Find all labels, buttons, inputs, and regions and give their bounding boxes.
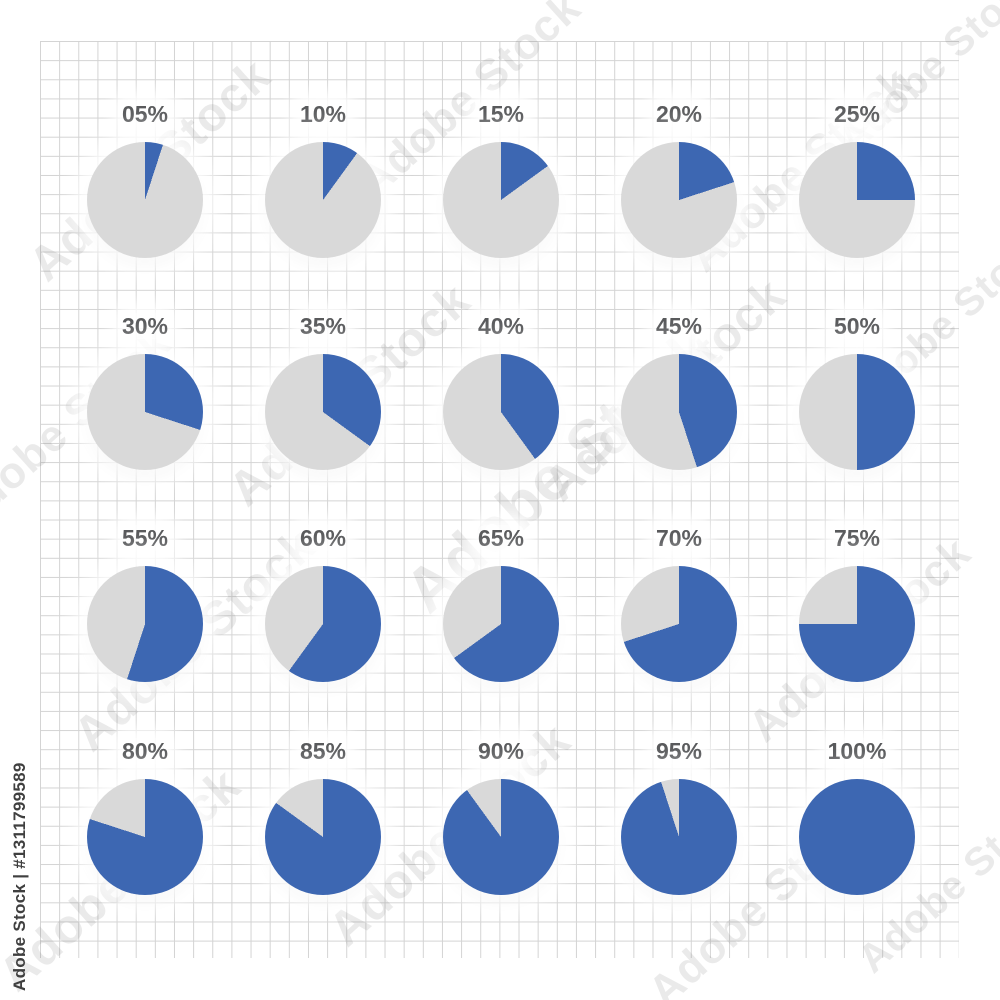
- pie-label-text: 30%: [121, 313, 169, 339]
- pie-label-text: 80%: [121, 738, 169, 764]
- pie-chart-30%: [87, 354, 203, 470]
- pie-label-text: 20%: [655, 101, 703, 127]
- pie-label-text: 50%: [833, 313, 881, 339]
- pie-chart-10%: [265, 142, 381, 258]
- pie-label: 25%: [768, 100, 946, 128]
- pie-chart-80%: [87, 779, 203, 895]
- pie-label-text: 15%: [477, 101, 525, 127]
- pie-chart-55%: [87, 566, 203, 682]
- pie-chart-85%: [265, 779, 381, 895]
- pie-chart-40%: [443, 354, 559, 470]
- pie-label-text: 90%: [477, 738, 525, 764]
- pie-label-text: 05%: [121, 101, 169, 127]
- stock-id-watermark: Adobe Stock | #1311799589: [10, 762, 29, 991]
- pie-label-text: 85%: [299, 738, 347, 764]
- pie-label: 75%: [768, 524, 946, 552]
- pie-label: 15%: [412, 100, 590, 128]
- pie-label: 45%: [590, 312, 768, 340]
- pie-chart-65%: [443, 566, 559, 682]
- pie-label: 50%: [768, 312, 946, 340]
- pie-label-text: 40%: [477, 313, 525, 339]
- pie-label: 65%: [412, 524, 590, 552]
- pie-chart-25%: [799, 142, 915, 258]
- pie-label-text: 65%: [477, 525, 525, 551]
- pie-label: 05%: [56, 100, 234, 128]
- pie-label: 55%: [56, 524, 234, 552]
- pie-chart-70%: [621, 566, 737, 682]
- pie-chart-100%: [799, 779, 915, 895]
- pie-label: 95%: [590, 737, 768, 765]
- pie-chart-95%: [621, 779, 737, 895]
- pie-label-text: 10%: [299, 101, 347, 127]
- pie-chart-35%: [265, 354, 381, 470]
- pie-label: 10%: [234, 100, 412, 128]
- pie-label: 35%: [234, 312, 412, 340]
- pie-chart-50%: [799, 354, 915, 470]
- pie-chart-45%: [621, 354, 737, 470]
- pie-chart-15%: [443, 142, 559, 258]
- pie-label: 20%: [590, 100, 768, 128]
- pie-label: 70%: [590, 524, 768, 552]
- pie-chart-05%: [87, 142, 203, 258]
- pie-chart-75%: [799, 566, 915, 682]
- pie-label-text: 25%: [833, 101, 881, 127]
- pie-chart-60%: [265, 566, 381, 682]
- pie-label-text: 55%: [121, 525, 169, 551]
- pie-label: 85%: [234, 737, 412, 765]
- pie-label: 80%: [56, 737, 234, 765]
- pie-label: 60%: [234, 524, 412, 552]
- pie-label: 100%: [768, 737, 946, 765]
- pie-label-text: 35%: [299, 313, 347, 339]
- pie-label-text: 75%: [833, 525, 881, 551]
- pie-label-text: 95%: [655, 738, 703, 764]
- pie-label-text: 45%: [655, 313, 703, 339]
- pie-chart-20%: [621, 142, 737, 258]
- pie-label: 40%: [412, 312, 590, 340]
- pie-label-text: 100%: [827, 738, 887, 764]
- pie-label: 90%: [412, 737, 590, 765]
- pie-label: 30%: [56, 312, 234, 340]
- pie-label-text: 70%: [655, 525, 703, 551]
- pie-label-text: 60%: [299, 525, 347, 551]
- pie-chart-90%: [443, 779, 559, 895]
